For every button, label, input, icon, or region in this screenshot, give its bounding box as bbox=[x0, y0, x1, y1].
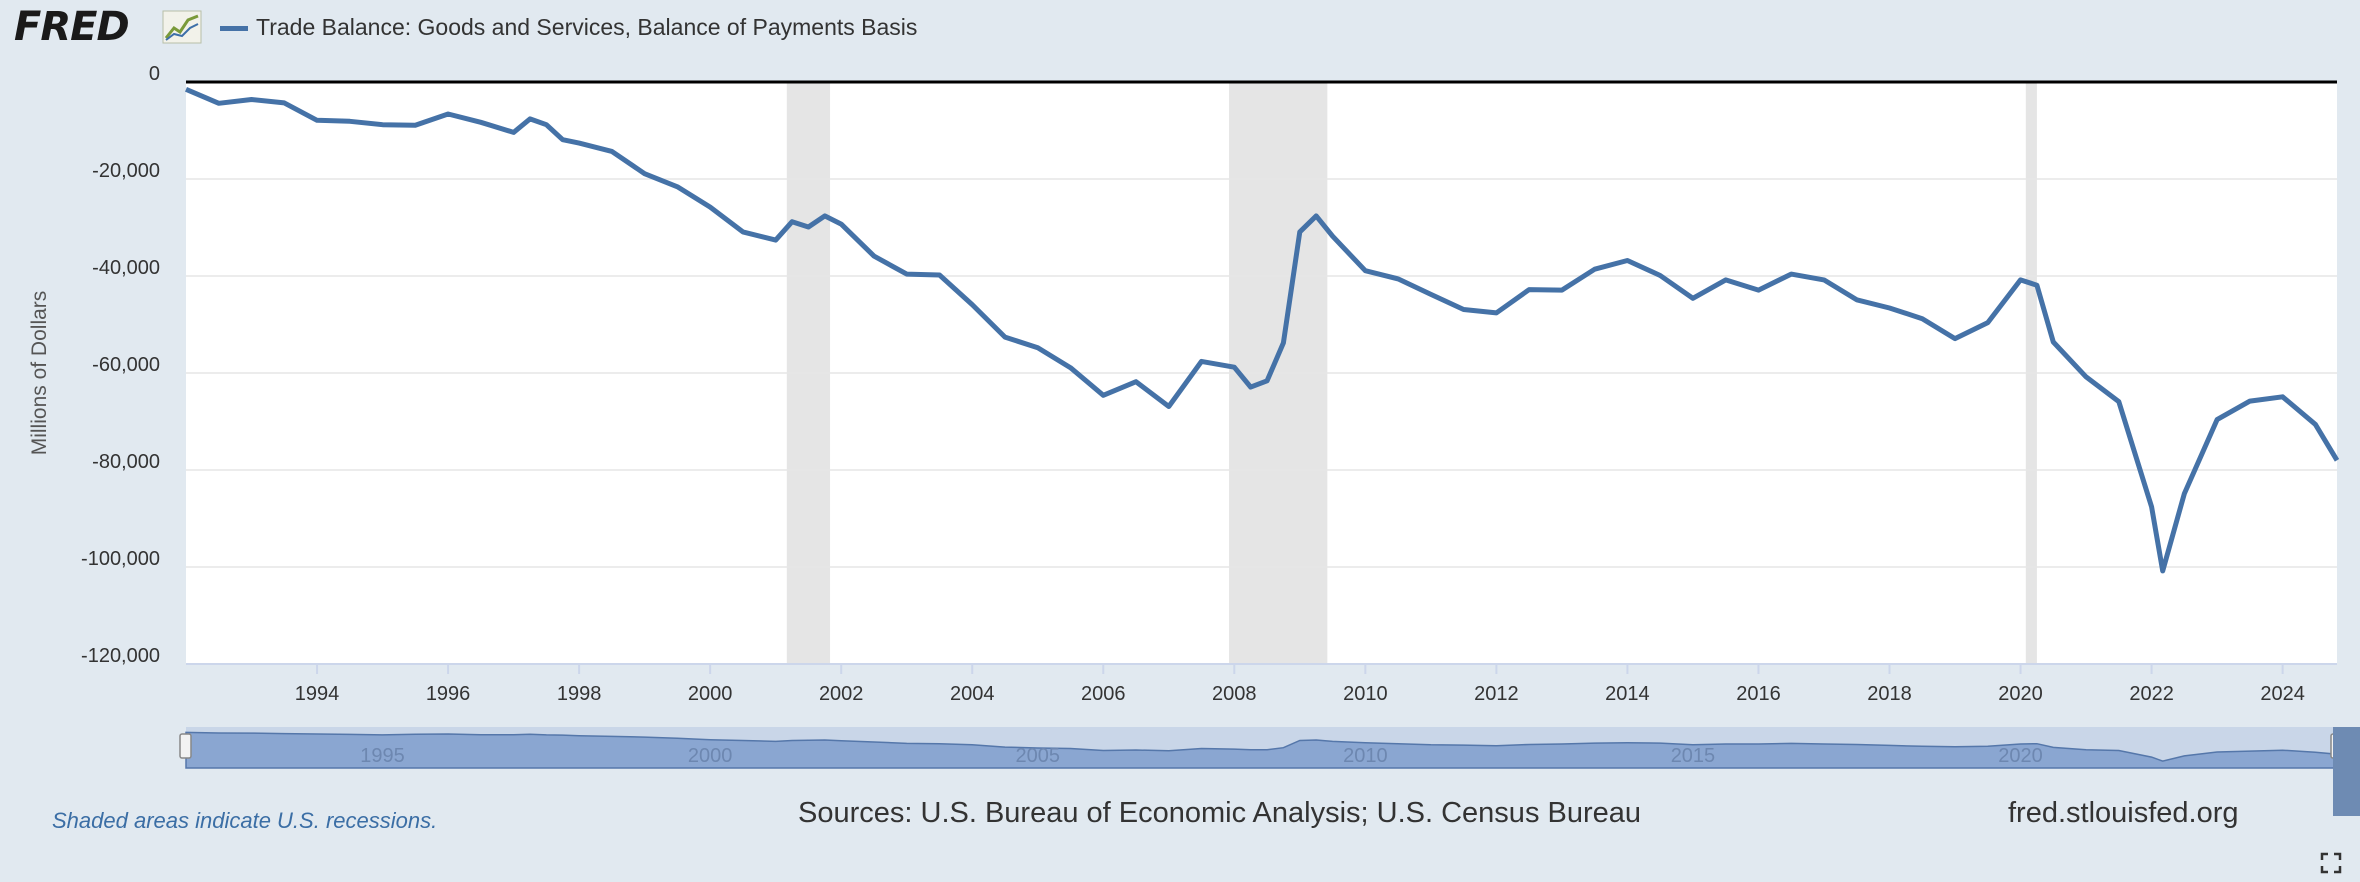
fullscreen-icon[interactable] bbox=[2320, 852, 2342, 874]
y-tick-label: -100,000 bbox=[81, 548, 160, 570]
x-tick-label: 2000 bbox=[688, 683, 733, 705]
y-tick-label: -40,000 bbox=[92, 257, 160, 279]
y-tick-label: -20,000 bbox=[92, 160, 160, 182]
navigator-scrollbar[interactable] bbox=[2333, 727, 2360, 816]
legend-series-label: Trade Balance: Goods and Services, Balan… bbox=[256, 14, 918, 40]
y-axis-ticks: 0 -20,000 -40,000 -60,000 -80,000 -100,000 -12… bbox=[81, 63, 160, 667]
fred-logo-graph-icon bbox=[162, 10, 202, 44]
x-tick-label: 2008 bbox=[1212, 683, 1257, 705]
x-tick-label: 2014 bbox=[1605, 683, 1650, 705]
x-tick-label: 2018 bbox=[1867, 683, 1912, 705]
navigator-label: 1995 bbox=[360, 745, 405, 767]
chart-header: FRED Trade Balance: Goods and Services, … bbox=[0, 0, 1200, 60]
navigator-labels: 1995 2000 2005 2010 2015 2020 bbox=[360, 745, 2042, 767]
x-tick-label: 2002 bbox=[819, 683, 864, 705]
fred-logo[interactable]: FRED bbox=[14, 4, 130, 50]
y-axis-label: Millions of Dollars bbox=[28, 291, 51, 456]
gridlines bbox=[186, 178, 2337, 665]
x-tick-label: 2016 bbox=[1736, 683, 1781, 705]
y-tick-label: 0 bbox=[149, 63, 160, 85]
y-tick-label: -120,000 bbox=[81, 645, 160, 667]
x-tick-label: 2012 bbox=[1474, 683, 1519, 705]
navigator-series-area bbox=[185, 731, 2338, 769]
x-axis-ticks: 1994 1996 1998 2000 2002 2004 2006 2008 2010 2012… bbox=[295, 664, 2305, 705]
navigator[interactable]: 1995 2000 2005 2010 2015 2020 bbox=[179, 727, 2360, 816]
x-tick-label: 2006 bbox=[1081, 683, 1126, 705]
navigator-label: 2010 bbox=[1343, 745, 1388, 767]
x-tick-label: 1998 bbox=[557, 683, 602, 705]
navigator-label: 2015 bbox=[1671, 745, 1716, 767]
x-tick-label: 2024 bbox=[2260, 683, 2305, 705]
x-tick-label: 2022 bbox=[2129, 683, 2174, 705]
x-tick-label: 2010 bbox=[1343, 683, 1388, 705]
y-tick-label: -60,000 bbox=[92, 354, 160, 376]
navigator-label: 2005 bbox=[1016, 745, 1061, 767]
x-tick-label: 2004 bbox=[950, 683, 995, 705]
series-line-trade-balance[interactable] bbox=[185, 87, 2340, 574]
recession-note: Shaded areas indicate U.S. recessions. bbox=[52, 808, 438, 833]
sources-text: Sources: U.S. Bureau of Economic Analysi… bbox=[798, 797, 1642, 829]
y-tick-label: -80,000 bbox=[92, 451, 160, 473]
x-tick-label: 2020 bbox=[1998, 683, 2043, 705]
navigator-label: 2000 bbox=[688, 745, 733, 767]
x-tick-label: 1994 bbox=[295, 683, 340, 705]
legend-swatch bbox=[220, 26, 248, 31]
x-tick-label: 1996 bbox=[426, 683, 471, 705]
navigator-handle-left[interactable] bbox=[179, 733, 192, 759]
site-url[interactable]: fred.stlouisfed.org bbox=[2008, 797, 2239, 829]
navigator-label: 2020 bbox=[1998, 745, 2043, 767]
